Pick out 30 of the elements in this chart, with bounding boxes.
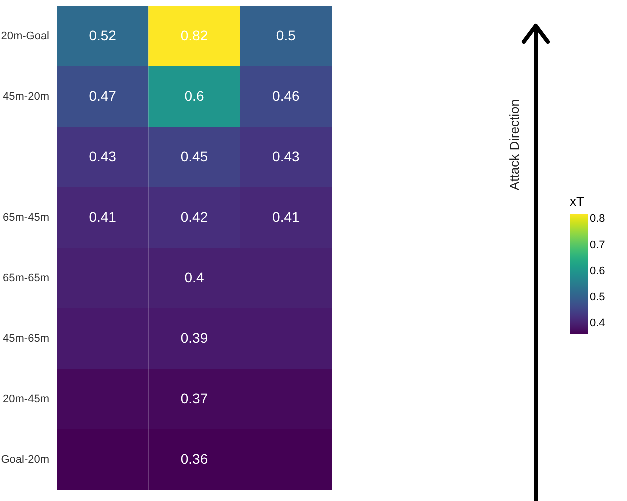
y-tick-label: 65m-45m — [3, 212, 50, 224]
y-tick-label: 45m-65m — [3, 332, 50, 345]
y-tick-label: 20m-Goal — [1, 30, 50, 42]
data-label: 0.42 — [180, 208, 208, 225]
data-label: 0.36 — [180, 450, 208, 467]
color-bar-label: 0.8 — [590, 213, 606, 226]
data-label: 0.41 — [272, 208, 300, 225]
data-label: 0.82 — [180, 27, 208, 44]
data-label: 0.39 — [180, 330, 208, 346]
data-label: 0.37 — [180, 390, 208, 406]
y-tick-label: Goal-20m — [1, 454, 50, 466]
color-bar-label: 0.5 — [590, 291, 606, 304]
y-tick-label: 20m-45m — [3, 393, 50, 406]
data-label: 0.5 — [276, 27, 296, 44]
color-bar-title: xT — [570, 194, 584, 209]
data-label: 0.47 — [89, 88, 117, 104]
y-tick-label: 45m-20m — [3, 90, 50, 103]
data-label: 0.52 — [89, 27, 117, 44]
data-label: 0.4 — [184, 269, 204, 286]
y-tick-label: 65m-65m — [3, 272, 50, 284]
data-label: 0.6 — [184, 88, 204, 104]
color-bar-label: 0.7 — [590, 239, 606, 252]
data-label: 0.46 — [272, 88, 300, 104]
color-bar-label: 0.4 — [590, 318, 606, 330]
data-label: 0.41 — [89, 208, 117, 225]
data-label: 0.43 — [272, 148, 300, 164]
data-label: 0.45 — [180, 148, 208, 164]
text: Attack Direction — [507, 99, 522, 191]
data-label: 0.43 — [89, 148, 117, 164]
color-bar-label: 0.6 — [590, 265, 606, 278]
